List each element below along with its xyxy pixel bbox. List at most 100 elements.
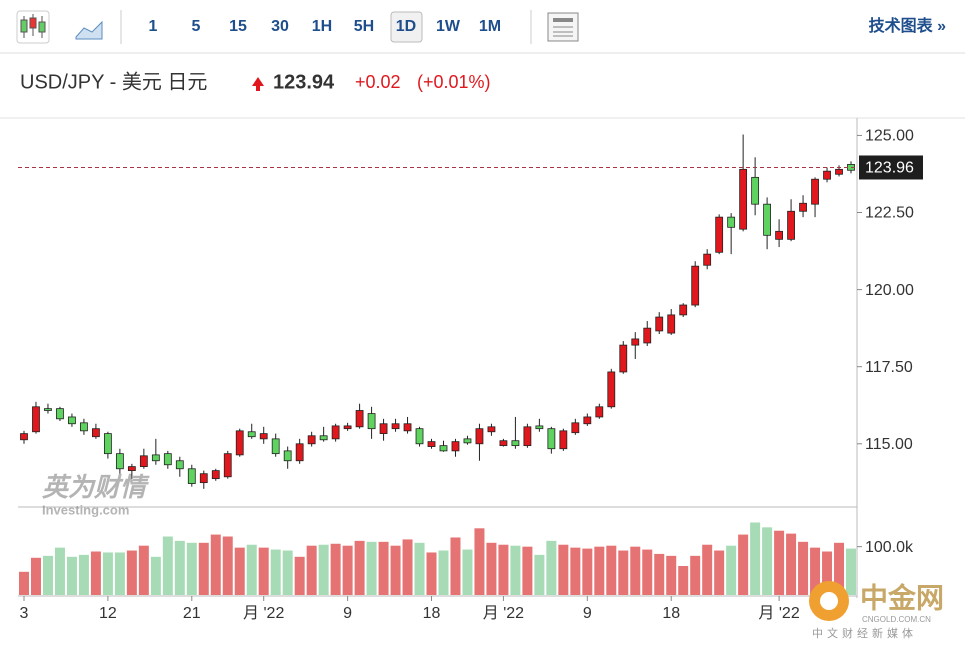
candle-body [631, 338, 640, 346]
candle-body [679, 304, 688, 316]
volume-bar [546, 540, 557, 595]
candle-body [211, 470, 220, 480]
volume-bar [798, 541, 809, 595]
candle-body [511, 440, 520, 447]
volume-bar [330, 543, 341, 595]
volume-bar [714, 550, 725, 595]
volume-bar [450, 537, 461, 595]
candle-body [463, 438, 472, 444]
candle-body [643, 327, 652, 344]
interval-button[interactable]: 1D [396, 18, 416, 35]
candle-body [44, 408, 52, 411]
candle-body [283, 450, 292, 462]
candle-body [427, 441, 436, 447]
interval-button[interactable]: 1M [479, 18, 501, 35]
candle-body [535, 425, 544, 430]
x-tick-label: 18 [662, 605, 680, 622]
interval-button[interactable]: 30 [271, 18, 289, 35]
candle-body [103, 433, 112, 455]
cngold-watermark: 中金网 CNGOLD.COM.CN 中文财经新媒体 [809, 581, 944, 640]
watermark-cn: 英为财情 [42, 472, 150, 502]
candle-body [56, 408, 64, 420]
x-tick-label: 12 [99, 605, 117, 622]
volume-bar [738, 534, 749, 595]
change-percent: (+0.01%) [417, 72, 491, 92]
candle-body [271, 438, 280, 455]
candle-body [331, 425, 340, 440]
candle-body [775, 230, 783, 240]
volume-bar [594, 546, 605, 595]
volume-bar [534, 554, 545, 595]
cngold-name: 中金网 [860, 581, 944, 613]
volume-bar [726, 545, 737, 595]
cngold-logo-inner [820, 592, 838, 610]
volume-bar [702, 544, 713, 595]
volume-bar [846, 548, 857, 595]
line-icon-button[interactable] [75, 20, 103, 40]
volume-bar [426, 552, 437, 595]
candle-body [619, 344, 628, 373]
candle-body [451, 441, 460, 452]
interval-button[interactable]: 1 [149, 18, 158, 35]
interval-button[interactable]: 5H [354, 18, 374, 35]
volume-bar [822, 551, 833, 595]
volume-bar [774, 530, 785, 595]
candle-body [475, 428, 484, 445]
candle-body [223, 453, 232, 478]
candle-body [343, 425, 352, 430]
y-tick-label: 125.00 [865, 128, 914, 145]
candle-body [247, 431, 256, 438]
y-tick-label: 100.0k [865, 539, 914, 556]
candle-icon [20, 14, 46, 38]
candle-body [727, 216, 736, 228]
x-tick-label: 月 '22 [243, 605, 284, 622]
volume-bar [258, 547, 269, 595]
change: +0.02 [355, 72, 401, 92]
volume-bar [834, 542, 845, 595]
interval-button[interactable]: 1W [436, 18, 461, 35]
volume-bar [42, 555, 53, 595]
watermark-en: Investing.com [42, 502, 129, 517]
volume-bar [90, 551, 101, 595]
x-tick-label: 月 '22 [483, 605, 524, 622]
volume-bar [150, 556, 161, 595]
x-tick-label: 月 '22 [758, 605, 799, 622]
volume-bar [306, 545, 317, 595]
interval-button[interactable]: 15 [229, 18, 247, 35]
candle-body [307, 435, 316, 445]
candle-body [68, 416, 76, 425]
interval-button[interactable]: 5 [192, 18, 201, 35]
candle-body [355, 410, 364, 428]
candle-body [175, 460, 184, 470]
candle-body [799, 202, 807, 212]
volume-bar [654, 553, 665, 595]
settings-button[interactable] [547, 12, 579, 42]
volume-bar [762, 527, 773, 595]
interval-button[interactable]: 1H [312, 18, 332, 35]
volume-bar [174, 540, 185, 595]
volume-bar [678, 566, 689, 595]
candle-body [691, 265, 700, 306]
volume-bar [390, 545, 401, 595]
y-tick-label: 122.50 [865, 205, 914, 222]
y-tick-label: 117.50 [865, 359, 913, 376]
candle-body [259, 433, 268, 440]
candle-body [607, 371, 616, 408]
volume-bar [606, 545, 617, 595]
price: 123.94 [273, 71, 335, 93]
technical-chart-link[interactable]: 技术图表 » [869, 16, 946, 35]
candle-body [32, 406, 40, 433]
candle-body [391, 423, 400, 430]
candle-body [547, 428, 556, 450]
volume-bar [558, 544, 569, 595]
candle-body [403, 423, 412, 432]
volume-bar [210, 534, 221, 595]
volume-bar [402, 539, 413, 595]
volume-bar [18, 571, 29, 595]
volume-bar [378, 541, 389, 595]
plot-area: 115.00 117.50 120.00 122.50 125.00 123.96 100.… [18, 128, 923, 622]
volume-bar [570, 547, 581, 595]
candle-body [115, 453, 124, 470]
candle-body [367, 413, 376, 430]
